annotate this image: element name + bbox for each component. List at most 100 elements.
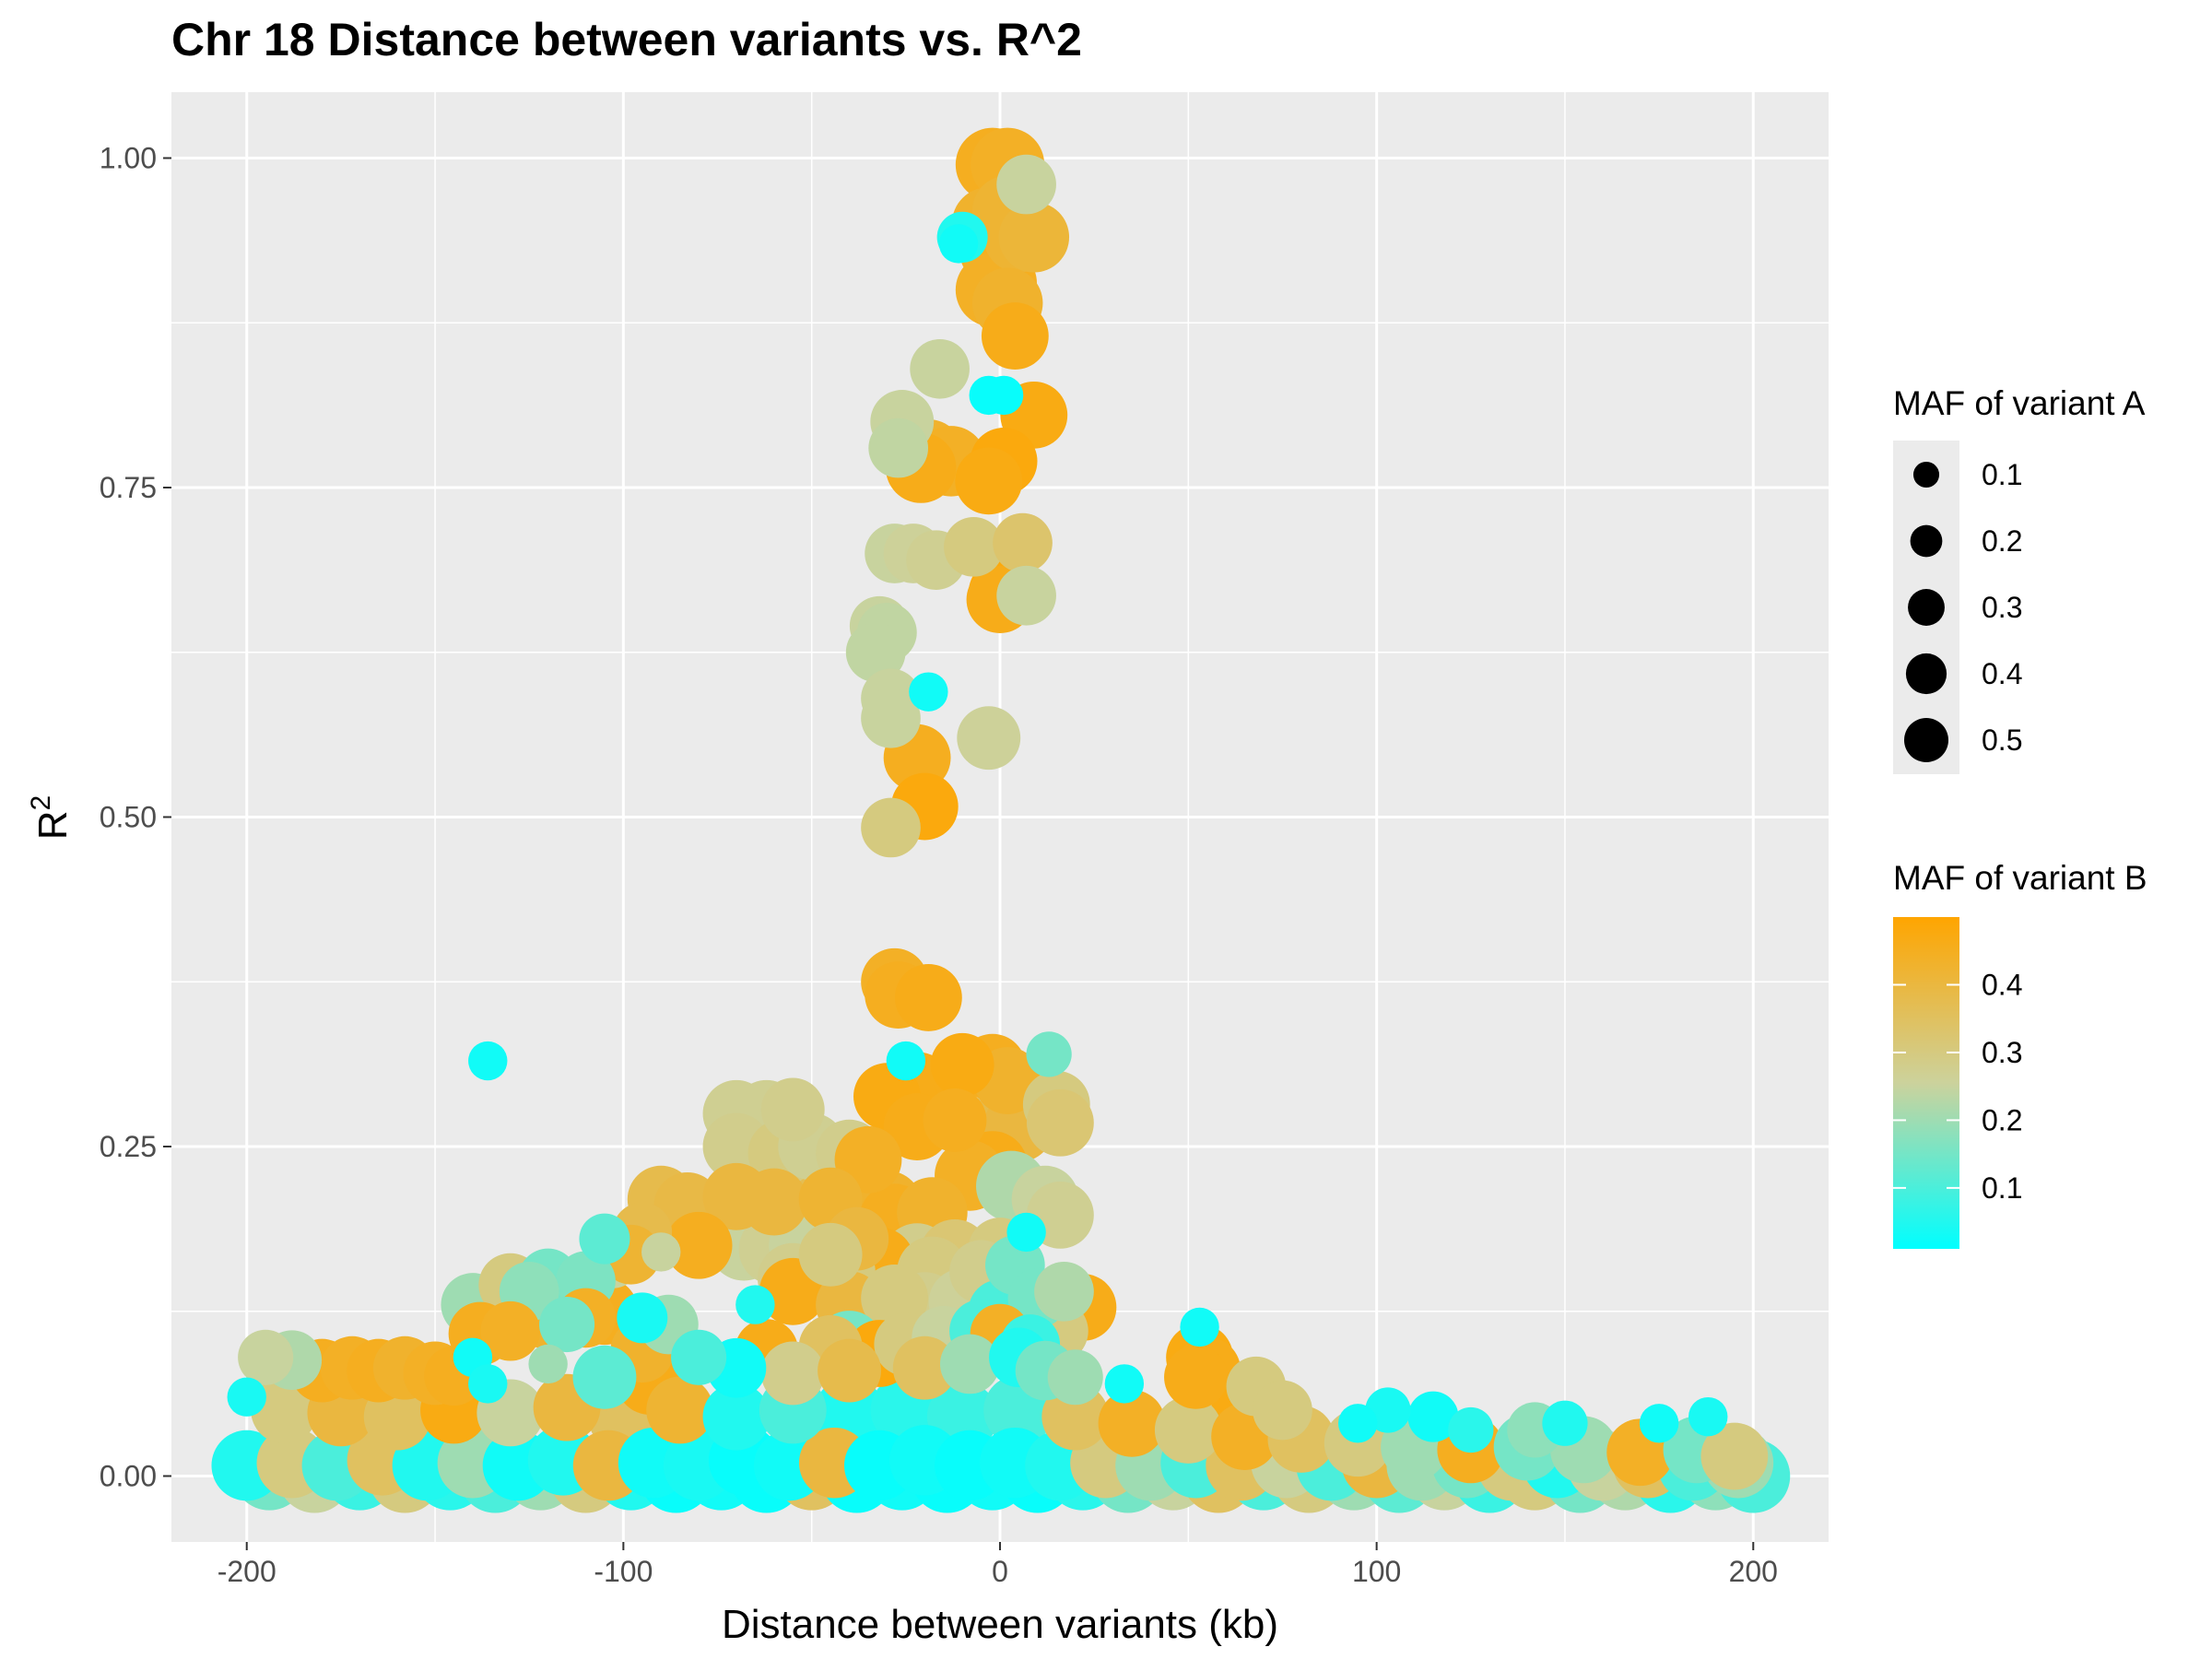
y-tick-label: 0.00 <box>100 1460 157 1493</box>
data-point <box>1034 1261 1094 1322</box>
y-axis-title: R2 <box>26 795 76 840</box>
data-point <box>1639 1404 1679 1443</box>
data-point <box>539 1297 595 1353</box>
color-legend-bar <box>1893 917 1959 1249</box>
data-point <box>1098 1389 1166 1457</box>
data-point <box>617 1292 668 1344</box>
color-legend-label: 0.3 <box>1982 1036 2022 1069</box>
color-legend-ticks: 0.1 0.2 0.3 0.4 <box>1893 968 2022 1205</box>
data-point <box>760 1077 825 1142</box>
data-point <box>1041 1382 1110 1451</box>
data-point <box>528 1344 568 1384</box>
color-legend-label: 0.4 <box>1982 968 2022 1001</box>
data-point <box>1180 1307 1219 1347</box>
data-point <box>1047 1349 1103 1406</box>
y-tick-label: 0.75 <box>100 471 157 504</box>
data-point <box>909 672 948 712</box>
y-tick-label: 0.50 <box>100 801 157 834</box>
data-point <box>938 224 979 264</box>
data-point <box>993 512 1053 573</box>
data-point <box>227 1377 266 1417</box>
x-tick-label: -100 <box>594 1555 653 1588</box>
data-point <box>1104 1364 1145 1404</box>
data-point <box>1006 1212 1046 1253</box>
color-legend-label: 0.2 <box>1982 1103 2022 1136</box>
data-point <box>702 1382 771 1451</box>
y-axis-title-superscript: 2 <box>26 795 56 811</box>
data-point <box>760 1341 825 1406</box>
size-legend-label: 0.5 <box>1982 724 2022 757</box>
data-point <box>930 1032 994 1097</box>
y-tick-label: 1.00 <box>100 142 157 175</box>
data-point <box>1542 1400 1588 1446</box>
y-tick-label: 0.25 <box>100 1130 157 1163</box>
size-legend-title: MAF of variant A <box>1893 384 2146 422</box>
data-point <box>798 1222 863 1287</box>
data-point <box>1164 1345 1228 1409</box>
data-point <box>983 375 1024 416</box>
data-point <box>641 1232 681 1272</box>
data-point <box>572 1345 637 1409</box>
size-legend: 0.1 0.2 0.3 0.4 0.5 <box>1904 458 2022 762</box>
data-point <box>646 1376 714 1444</box>
data-point <box>665 1211 733 1279</box>
data-point <box>579 1213 630 1265</box>
color-legend-title: MAF of variant B <box>1893 859 2147 897</box>
y-axis: 0.00 0.25 0.50 0.75 1.00 <box>100 142 171 1493</box>
data-point <box>1688 1396 1728 1437</box>
data-point <box>735 1285 775 1324</box>
color-legend-label: 0.1 <box>1982 1171 2022 1205</box>
data-point <box>740 1168 808 1236</box>
chart-title: Chr 18 Distance between variants vs. R^2 <box>171 14 1082 65</box>
data-point <box>861 688 921 748</box>
data-point <box>910 338 970 399</box>
x-axis-title: Distance between variants (kb) <box>722 1602 1278 1647</box>
size-legend-label: 0.3 <box>1982 591 2022 624</box>
data-point <box>861 797 921 858</box>
data-point <box>944 517 1004 577</box>
data-point <box>468 1364 508 1404</box>
data-point <box>998 202 1070 273</box>
x-tick-label: 0 <box>992 1555 1008 1588</box>
data-point <box>996 154 1056 215</box>
data-point <box>957 706 1021 771</box>
x-tick-label: 100 <box>1352 1555 1401 1588</box>
data-point <box>818 1338 881 1403</box>
size-legend-key <box>1905 653 1947 695</box>
data-point <box>671 1329 727 1385</box>
data-point <box>955 447 1023 515</box>
data-point <box>468 1041 508 1081</box>
data-point <box>1337 1404 1378 1443</box>
x-tick-label: 200 <box>1729 1555 1778 1588</box>
size-legend-key <box>1910 524 1943 558</box>
data-point <box>238 1329 294 1385</box>
data-point <box>1154 1396 1222 1464</box>
data-point <box>1407 1391 1459 1442</box>
size-legend-label: 0.2 <box>1982 524 2022 558</box>
size-legend-label: 0.4 <box>1982 657 2022 690</box>
size-legend-key <box>1908 589 1945 626</box>
size-legend-key <box>1904 718 1948 762</box>
data-point <box>1026 1031 1072 1077</box>
data-point <box>1700 1422 1769 1490</box>
data-point <box>923 1088 987 1152</box>
size-legend-label: 0.1 <box>1982 458 2022 491</box>
data-point <box>886 1041 926 1081</box>
data-point <box>868 418 929 478</box>
data-point <box>939 1334 1000 1394</box>
x-tick-label: -200 <box>218 1555 276 1588</box>
data-point <box>892 1335 957 1400</box>
data-points <box>211 127 1791 1513</box>
data-point <box>996 565 1056 626</box>
data-point <box>480 1300 541 1361</box>
data-point <box>1026 1088 1094 1157</box>
size-legend-key <box>1912 461 1940 488</box>
data-point <box>1253 1380 1312 1441</box>
y-axis-title-base: R <box>30 810 76 840</box>
data-point <box>981 302 1049 370</box>
data-point <box>894 963 962 1031</box>
data-point <box>1448 1406 1494 1453</box>
data-point <box>845 622 906 683</box>
x-axis: -200 -100 0 100 200 <box>218 1542 1778 1588</box>
